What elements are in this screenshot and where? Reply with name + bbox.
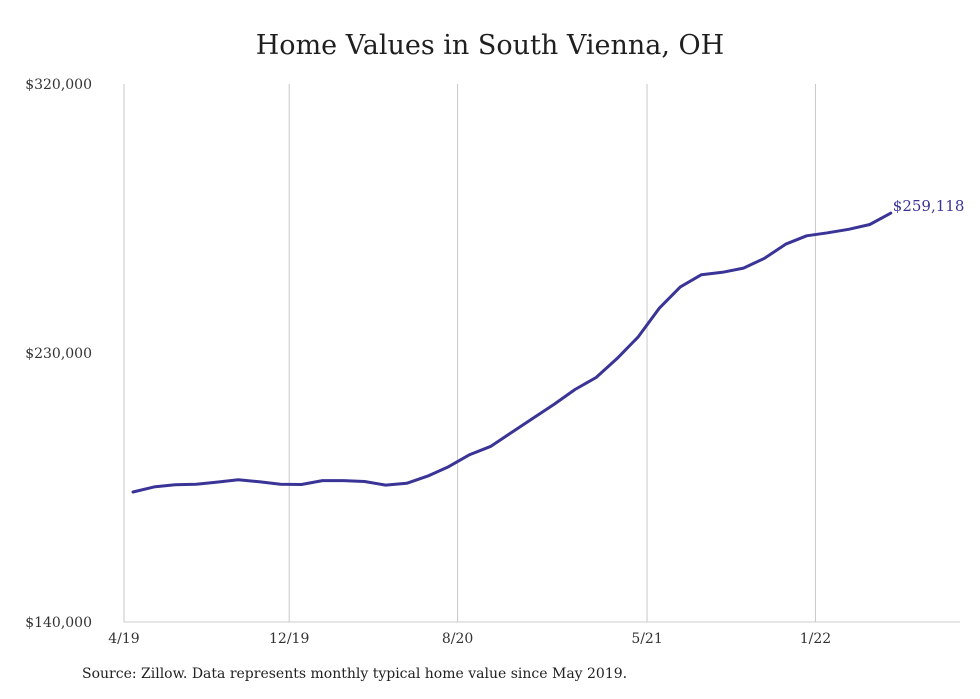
y-tick-label: $140,000 xyxy=(25,615,92,631)
x-tick-label: 5/21 xyxy=(631,631,662,647)
x-axis-ticks: 4/19 12/19 8/20 5/21 1/22 xyxy=(108,631,831,647)
y-tick-label: $230,000 xyxy=(25,346,92,362)
x-tick-label: 4/19 xyxy=(108,631,139,647)
y-axis-ticks: $320,000 $230,000 $140,000 xyxy=(25,77,92,631)
source-note: Source: Zillow. Data represents monthly … xyxy=(82,666,628,682)
series-line xyxy=(131,211,893,494)
grid-lines xyxy=(123,84,960,623)
data-labels: $259,118 xyxy=(893,197,965,215)
x-tick-label: 1/22 xyxy=(800,631,831,647)
end-value-label: $259,118 xyxy=(893,197,965,215)
x-tick-label: 12/19 xyxy=(269,631,309,647)
y-tick-label: $320,000 xyxy=(25,77,92,93)
x-tick-label: 8/20 xyxy=(442,631,473,647)
series-layer xyxy=(131,211,893,494)
chart-title: Home Values in South Vienna, OH xyxy=(255,30,725,61)
